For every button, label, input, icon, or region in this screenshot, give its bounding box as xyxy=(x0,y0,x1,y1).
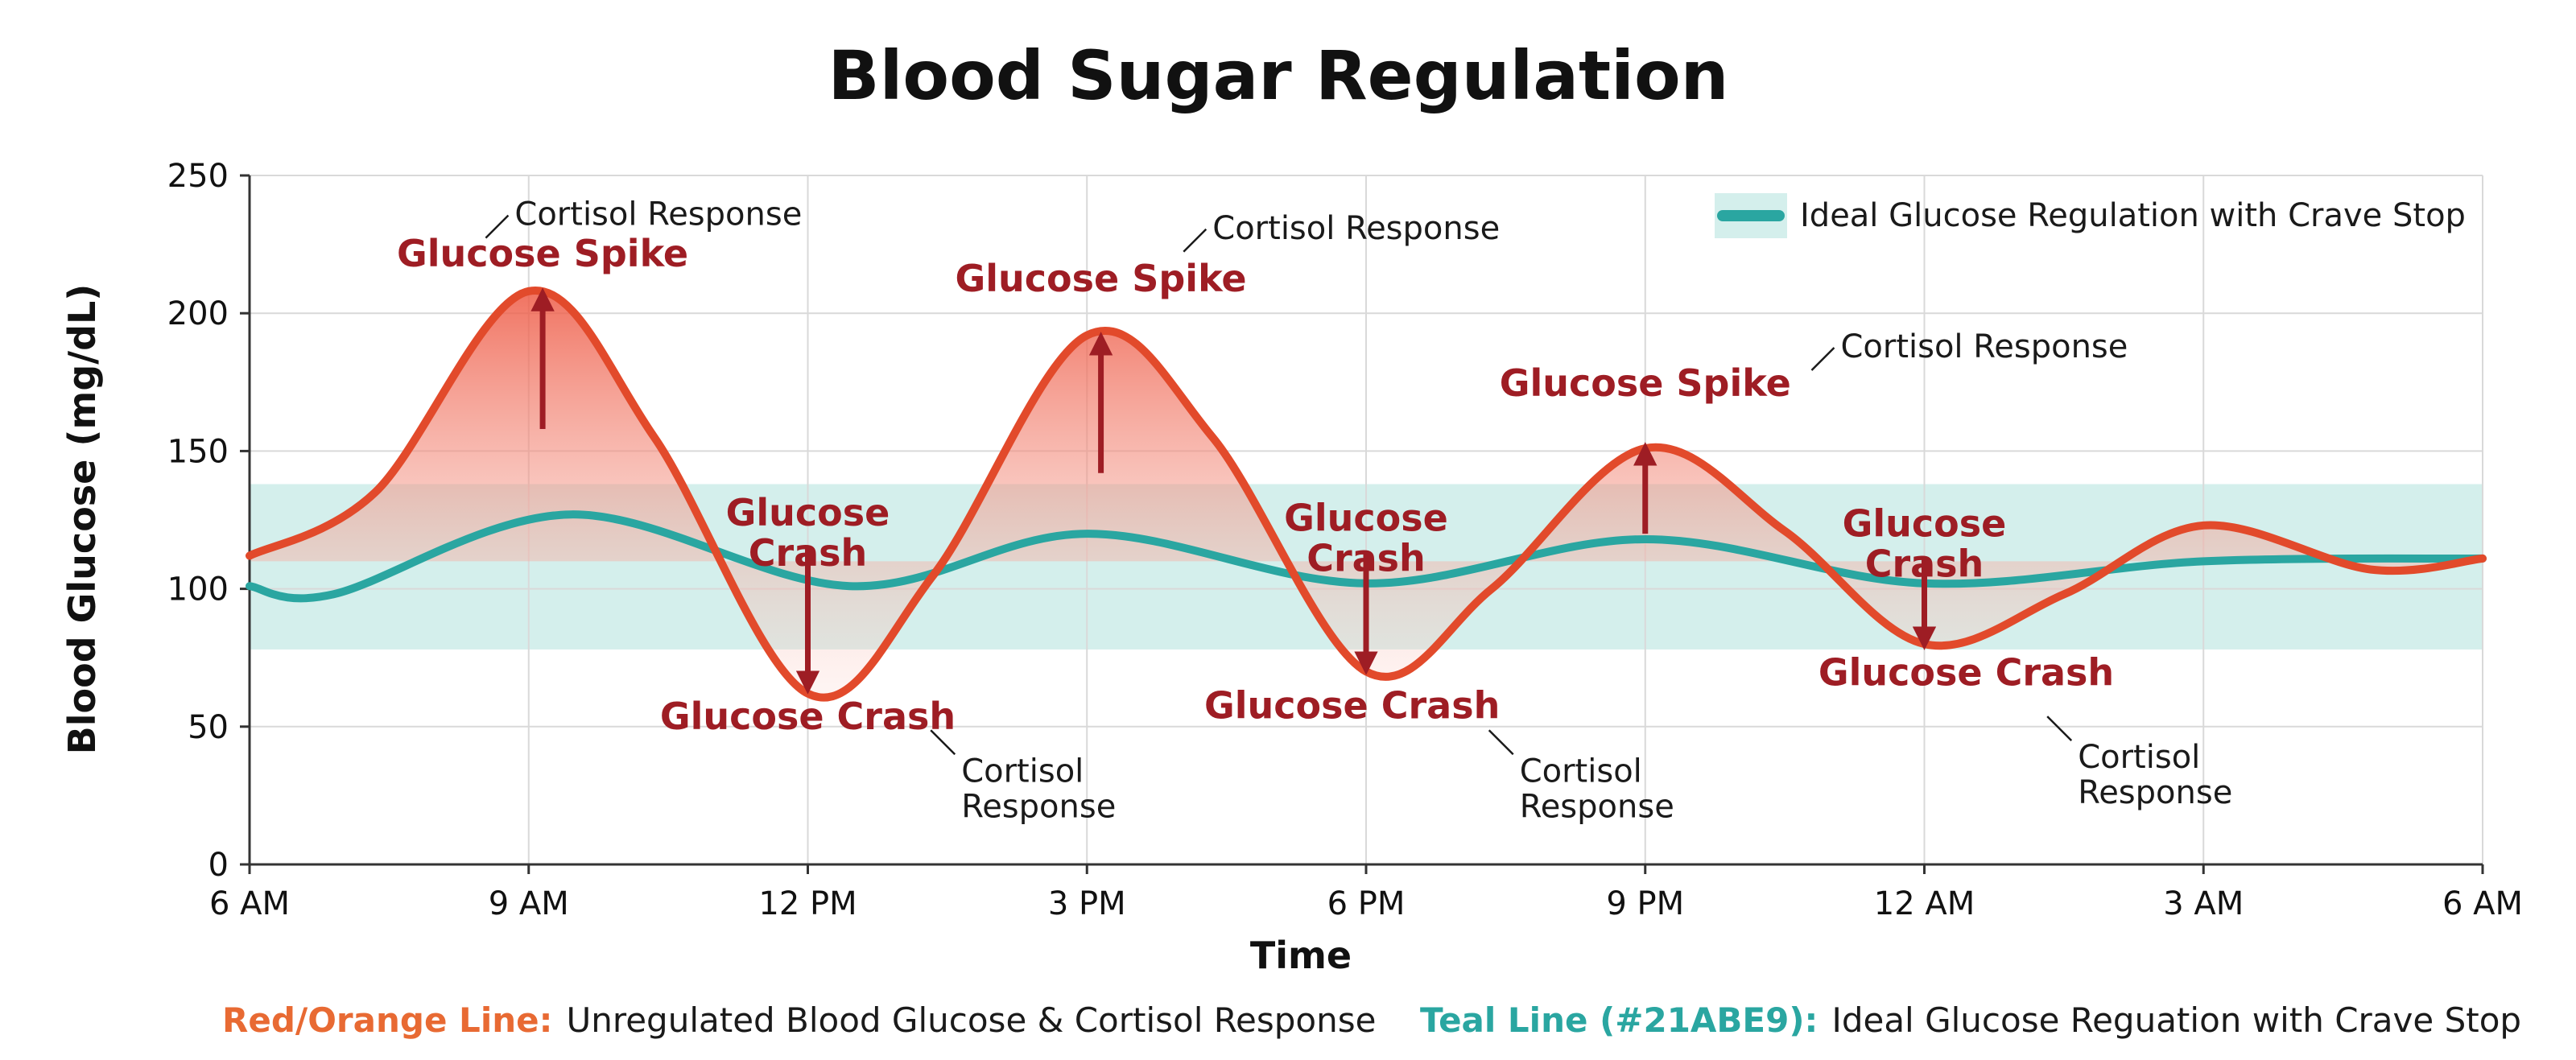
y-tick-label: 200 xyxy=(167,295,229,332)
x-tick-label: 12 PM xyxy=(758,885,857,922)
unregulated-glucose-line xyxy=(246,287,2487,702)
legend: Ideal Glucose Regulation with Crave Stop xyxy=(1715,193,2466,238)
y-tick-label: 100 xyxy=(167,571,229,608)
y-tick-label: 150 xyxy=(167,433,229,470)
x-tick-label: 3 PM xyxy=(1048,885,1126,922)
footer-teal-text: Ideal Glucose Reguation with Crave Stop xyxy=(1831,1000,2521,1040)
cortisol-connector xyxy=(485,214,510,239)
x-tick-label: 9 AM xyxy=(489,885,569,922)
cortisol-connector xyxy=(1183,228,1208,253)
cortisol-response-label: Cortisol Response xyxy=(1840,328,2128,365)
glucose-crash-line2: Crash xyxy=(1865,542,1984,586)
y-tick-label: 50 xyxy=(188,709,229,746)
x-tick-label: 3 AM xyxy=(2163,885,2244,922)
cortisol-response-line2: Response xyxy=(2078,774,2232,811)
legend-label: Ideal Glucose Regulation with Crave Stop xyxy=(1800,197,2466,234)
cortisol-connector xyxy=(930,729,956,756)
x-tick-label: 6 PM xyxy=(1327,885,1406,922)
glucose-crash-label: Glucose Crash xyxy=(1204,684,1500,728)
chart-title: Blood Sugar Regulation xyxy=(828,36,1729,115)
cortisol-response-label: Cortisol Response xyxy=(1520,753,1674,825)
glucose-crash-stacked-label: Glucose Crash xyxy=(726,491,890,575)
cortisol-response-line2: Response xyxy=(1520,788,1674,825)
footer-red-text: Unregulated Blood Glucose & Cortisol Res… xyxy=(567,1000,1377,1040)
glucose-crash-line1: Glucose xyxy=(1843,502,2007,546)
cortisol-response-label: Cortisol Response xyxy=(961,753,1116,825)
footer-red-label: Red/Orange Line: xyxy=(222,1000,552,1040)
glucose-crash-stacked-label: Glucose Crash xyxy=(1284,497,1448,580)
cortisol-connector xyxy=(1488,729,1514,756)
glucose-spike-label: Glucose Spike xyxy=(956,257,1247,300)
footer-notes: Red/Orange Line: Unregulated Blood Gluco… xyxy=(222,1000,2521,1040)
cortisol-response-label: Cortisol Response xyxy=(2078,739,2232,811)
x-tick-label: 9 PM xyxy=(1606,885,1684,922)
glucose-spike-label: Glucose Spike xyxy=(397,232,688,275)
cortisol-response-line1: Cortisol xyxy=(1520,753,1642,790)
series-lines xyxy=(246,287,2487,702)
glucose-crash-label: Glucose Crash xyxy=(660,695,956,738)
y-axis-title: Blood Glucose (mg/dL) xyxy=(60,284,104,755)
cortisol-response-label: Cortisol Response xyxy=(514,196,802,233)
y-tick-label: 0 xyxy=(208,847,229,884)
tick-labels: 6 AM 9 AM 12 PM 3 PM 6 PM 9 PM 12 AM 3 AM 6 AM05… xyxy=(167,158,2523,922)
footer-teal-note: Teal Line (#21ABE9): Ideal Glucose Regua… xyxy=(1420,1000,2521,1040)
x-tick-label: 6 AM xyxy=(209,885,290,922)
x-tick-label: 12 AM xyxy=(1874,885,1975,922)
glucose-crash-line2: Crash xyxy=(749,531,868,575)
cortisol-response-line1: Cortisol xyxy=(961,753,1084,790)
glucose-crash-stacked-label: Glucose Crash xyxy=(1843,502,2007,586)
x-axis-title: Time xyxy=(1250,934,1352,977)
cortisol-connector xyxy=(2046,716,2073,742)
glucose-crash-label: Glucose Crash xyxy=(1818,650,2114,694)
glucose-crash-line1: Glucose xyxy=(1284,497,1448,540)
arrows xyxy=(530,287,1937,695)
y-tick-label: 250 xyxy=(167,158,229,195)
cortisol-connector xyxy=(1810,347,1835,371)
cortisol-response-line2: Response xyxy=(961,788,1116,825)
glucose-crash-line2: Crash xyxy=(1307,537,1426,580)
glucose-spike-label: Glucose Spike xyxy=(1500,361,1791,405)
cortisol-response-label: Cortisol Response xyxy=(1212,210,1500,247)
cortisol-response-line1: Cortisol xyxy=(2078,739,2200,776)
footer-teal-label: Teal Line (#21ABE9): xyxy=(1420,1000,1818,1040)
footer-red-note: Red/Orange Line: Unregulated Blood Gluco… xyxy=(222,1000,1376,1040)
x-tick-label: 6 AM xyxy=(2442,885,2523,922)
glucose-crash-line1: Glucose xyxy=(726,491,890,534)
